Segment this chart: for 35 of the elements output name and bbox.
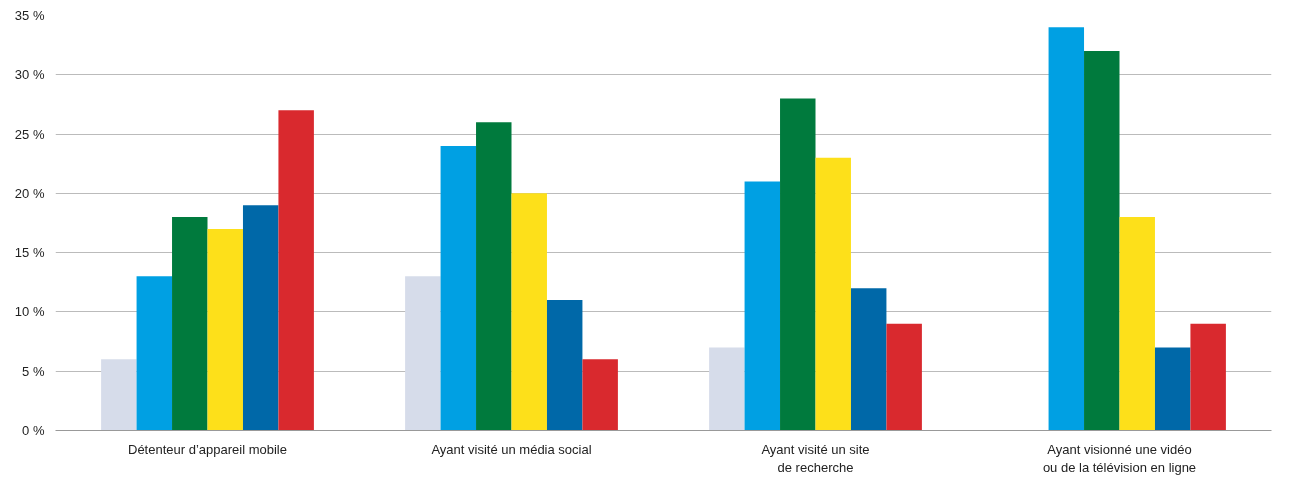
bar xyxy=(278,110,314,431)
x-tick-label: Détenteur d’appareil mobile xyxy=(128,441,287,457)
bar xyxy=(546,300,583,431)
bar xyxy=(1154,347,1191,431)
bar xyxy=(1119,217,1155,431)
bar xyxy=(476,122,512,431)
x-tick-label: Ayant visité un site de recherche xyxy=(761,441,870,475)
bar xyxy=(101,359,137,431)
y-tick-label: 10 % xyxy=(14,304,45,320)
bar xyxy=(1084,51,1120,431)
y-tick-label: 15 % xyxy=(14,245,45,261)
bar xyxy=(172,217,208,431)
bar xyxy=(207,228,243,431)
bar xyxy=(582,359,618,431)
bar xyxy=(709,347,745,431)
bar xyxy=(511,193,547,431)
bar xyxy=(136,276,173,431)
bar xyxy=(780,98,816,431)
x-tick-label: Ayant visionné une vidéo ou de la télévision en ligne xyxy=(1042,441,1197,475)
bar xyxy=(886,323,922,431)
y-tick-label: 20 % xyxy=(14,185,45,201)
bar xyxy=(744,181,781,431)
bar xyxy=(1048,27,1085,431)
bar xyxy=(242,205,279,431)
y-tick-label: 35 % xyxy=(14,8,45,23)
y-tick-label: 0 % xyxy=(22,423,45,438)
bar xyxy=(850,288,887,431)
y-tick-label: 30 % xyxy=(14,67,45,83)
x-tick-label: Ayant visité un média social xyxy=(431,441,592,457)
bar xyxy=(815,157,851,431)
y-tick-label: 25 % xyxy=(14,126,45,142)
bar xyxy=(1190,323,1226,431)
bar xyxy=(440,145,477,431)
bar xyxy=(405,276,441,431)
y-tick-label: 5 % xyxy=(22,363,45,379)
